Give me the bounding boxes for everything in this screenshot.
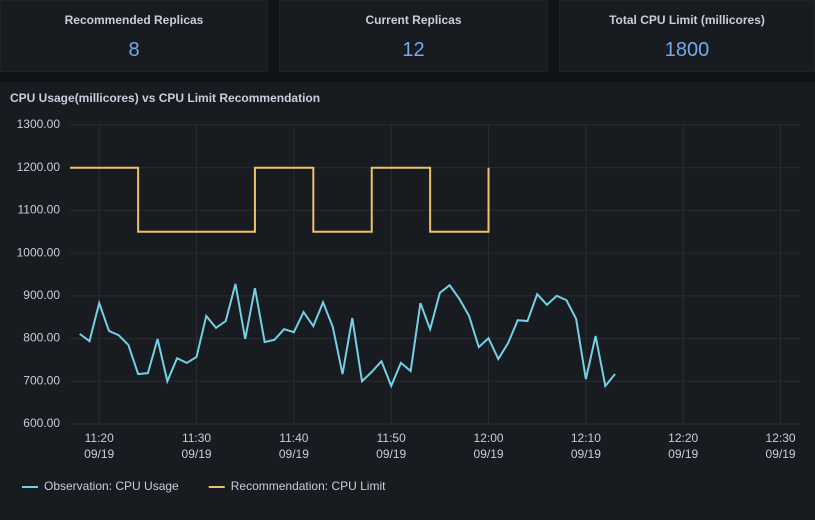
series-line (79, 283, 616, 389)
stat-title: Total CPU Limit (millicores) (609, 13, 765, 27)
legend-label: Recommendation: CPU Limit (231, 479, 386, 493)
x-tick-label: 12:30 09/19 (765, 431, 796, 461)
stat-title: Recommended Replicas (64, 13, 204, 27)
stat-value: 1800 (664, 39, 710, 61)
x-tick-label: 11:40 09/19 (278, 431, 309, 461)
y-tick-label: 700.00 (23, 373, 60, 387)
x-tick-label: 12:00 09/19 (473, 431, 504, 461)
chart-title: CPU Usage(millicores) vs CPU Limit Recom… (10, 91, 320, 105)
y-tick-label: 1100.00 (18, 203, 61, 217)
stat-title: Current Replicas (365, 13, 462, 27)
x-tick-label: 12:20 09/19 (668, 431, 699, 461)
x-tick-label: 11:30 09/19 (181, 431, 212, 461)
legend-label: Observation: CPU Usage (44, 479, 179, 493)
y-tick-label: 1200.00 (17, 160, 61, 174)
chart-panel (0, 82, 815, 520)
y-tick-label: 600.00 (23, 416, 60, 430)
stat-value: 8 (128, 39, 140, 61)
x-tick-label: 11:20 09/19 (84, 431, 115, 461)
x-tick-label: 12:10 09/19 (570, 431, 601, 461)
stat-panel: Current Replicas 12 (279, 0, 548, 72)
y-tick-label: 800.00 (23, 331, 60, 345)
stat-value: 12 (402, 39, 425, 61)
y-tick-label: 1000.00 (17, 245, 61, 259)
x-tick-label: 11:50 09/19 (376, 431, 407, 461)
series-line (70, 166, 490, 233)
y-tick-label: 1300.00 (17, 117, 61, 131)
y-tick-label: 900.00 (23, 288, 60, 302)
stat-panel: Recommended Replicas 8 (0, 0, 268, 72)
